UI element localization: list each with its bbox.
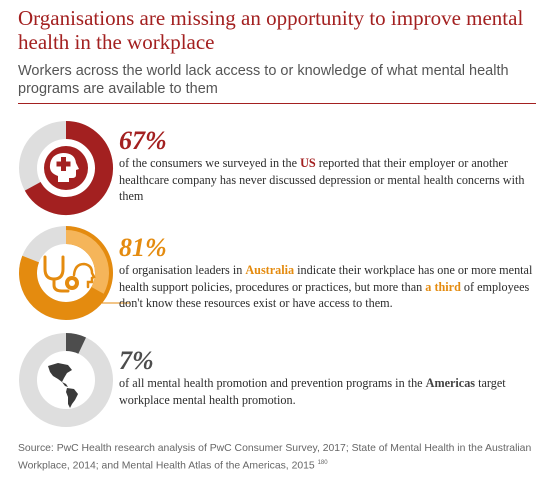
desc-text: indicate their workplace has one or more… bbox=[119, 263, 533, 294]
desc-text: of employees don't know these resources … bbox=[119, 279, 530, 311]
page-subtitle: Workers across the world lack access to … bbox=[18, 63, 509, 97]
stat-us-ring bbox=[19, 121, 113, 215]
desc-highlight-us: US bbox=[300, 156, 316, 170]
head-with-medical-cross-icon bbox=[44, 146, 88, 190]
stat-australia-percent: 81% bbox=[119, 233, 167, 262]
stat-australia-ring bbox=[19, 226, 130, 320]
ring-value-arc bbox=[65, 333, 87, 354]
source-reference: 180 bbox=[317, 460, 328, 466]
desc-text: target workplace mental health promotion… bbox=[119, 376, 506, 407]
stethoscope-head-icon bbox=[43, 255, 96, 293]
stat-americas-ring bbox=[19, 333, 113, 427]
ring-center bbox=[39, 246, 93, 300]
page-title: Organisations are missing an opportunity… bbox=[18, 6, 524, 54]
desc-text: reported that their employer or another … bbox=[119, 156, 525, 203]
stat-us-description: of the consumers we surveyed in the US r… bbox=[119, 155, 539, 205]
stat-australia-description: of organisation leaders in Australia ind… bbox=[119, 262, 539, 312]
desc-text: of all mental health promotion and preve… bbox=[119, 376, 426, 390]
ring-third-arc bbox=[65, 230, 109, 294]
desc-highlight-americas: Americas bbox=[425, 376, 476, 390]
ring-center bbox=[38, 352, 94, 408]
title-divider bbox=[18, 103, 536, 104]
source-text: Source: PwC Health research analysis of … bbox=[18, 443, 532, 472]
stat-americas-description: of all mental health promotion and preve… bbox=[119, 375, 539, 408]
desc-highlight-australia: Australia bbox=[245, 263, 295, 277]
ring-value-arc bbox=[24, 121, 113, 215]
desc-highlight-third: a third bbox=[425, 279, 461, 294]
desc-text: of organisation leaders in bbox=[119, 263, 246, 277]
desc-text: of the consumers we surveyed in the bbox=[119, 156, 301, 170]
stat-americas-percent: 7% bbox=[119, 346, 154, 375]
stat-us-percent: 67% bbox=[119, 126, 167, 155]
americas-map-icon bbox=[48, 363, 78, 408]
source-note: Source: PwC Health research analysis of … bbox=[18, 442, 543, 473]
